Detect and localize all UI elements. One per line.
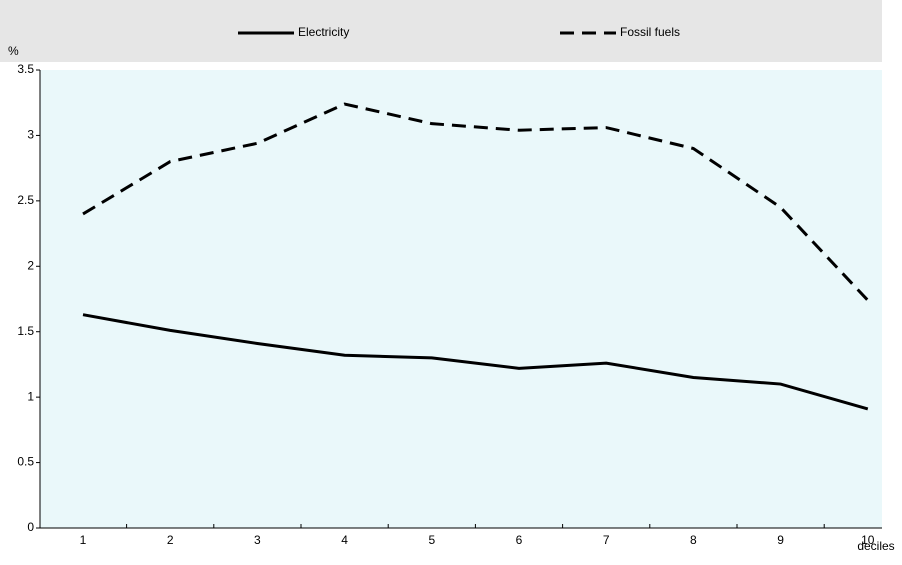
- y-tick-label: 0.5: [17, 455, 34, 469]
- x-tick-label: 5: [428, 533, 435, 547]
- x-tick-label: 6: [516, 533, 523, 547]
- line-series: [82, 102, 869, 302]
- x-tick-label: 3: [254, 533, 261, 547]
- x-axis-label: deciles: [857, 539, 894, 553]
- y-axis-label: %: [8, 44, 19, 58]
- plot-area: [40, 70, 882, 528]
- y-tick-label: 3: [27, 128, 34, 142]
- legend-box: [0, 0, 882, 62]
- x-tick-label: 4: [341, 533, 348, 547]
- x-tick-label: 8: [690, 533, 697, 547]
- x-tick-label: 1: [80, 533, 87, 547]
- y-tick-label: 0: [27, 520, 34, 534]
- x-tick-label: 9: [777, 533, 784, 547]
- y-tick-label: 1.5: [17, 324, 34, 338]
- y-tick-label: 3.5: [17, 62, 34, 76]
- legend-label: Electricity: [298, 25, 349, 39]
- x-tick-label: 7: [603, 533, 610, 547]
- line-series: [82, 313, 869, 411]
- legend-label: Fossil fuels: [620, 25, 680, 39]
- x-tick-label: 2: [167, 533, 174, 547]
- y-tick-label: 2: [27, 258, 34, 272]
- y-tick-label: 1: [27, 389, 34, 403]
- y-tick-label: 2.5: [17, 193, 34, 207]
- x-tick-label: 10: [861, 533, 875, 547]
